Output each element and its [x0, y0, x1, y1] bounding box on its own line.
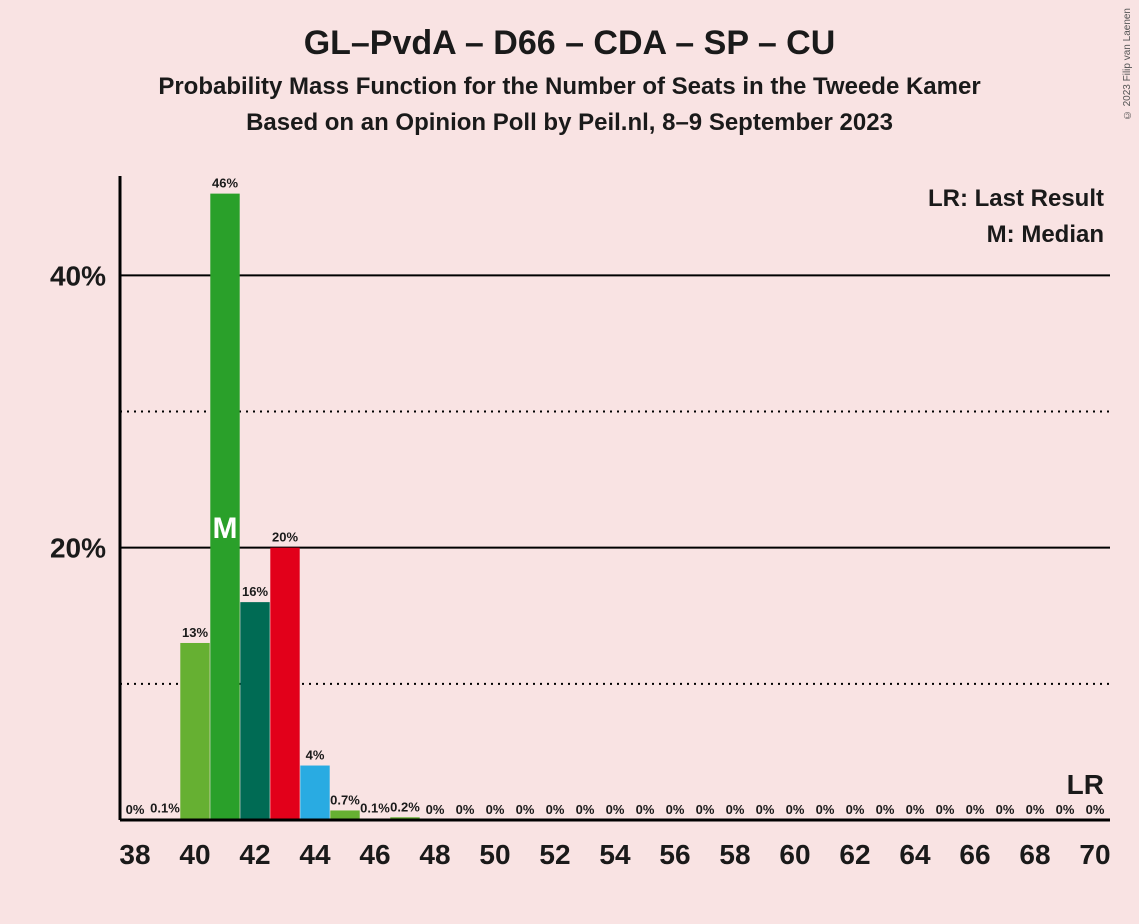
bar-value-label: 0% — [486, 802, 505, 817]
bar-value-label: 0% — [636, 802, 655, 817]
ytick-label: 20% — [50, 533, 106, 564]
xtick-label: 44 — [299, 839, 331, 870]
title-sub1: Probability Mass Function for the Number… — [0, 73, 1139, 101]
bar-value-label: 0% — [816, 802, 835, 817]
bar-value-label: 0.2% — [390, 799, 420, 814]
xtick-label: 50 — [479, 839, 510, 870]
copyright-text: © 2023 Filip van Laenen — [1122, 8, 1133, 120]
bar — [180, 643, 209, 820]
bar — [300, 766, 329, 820]
bar-value-label: 13% — [182, 625, 208, 640]
lr-marker: LR — [1067, 769, 1104, 800]
xtick-label: 42 — [239, 839, 270, 870]
bar-value-label: 0% — [756, 802, 775, 817]
bar-value-label: 46% — [212, 176, 238, 191]
bar-value-label: 20% — [272, 530, 298, 545]
bar-value-label: 0% — [1056, 802, 1075, 817]
chart-titles: GL–PvdA – D66 – CDA – SP – CU Probabilit… — [0, 0, 1139, 137]
legend-m: M: Median — [987, 221, 1104, 248]
bar-value-label: 0.1% — [360, 801, 390, 816]
bar-value-label: 0% — [666, 802, 685, 817]
xtick-label: 66 — [959, 839, 990, 870]
legend-lr: LR: Last Result — [928, 185, 1104, 212]
bar-value-label: 0% — [786, 802, 805, 817]
ytick-label: 40% — [50, 260, 106, 291]
bar — [240, 602, 269, 820]
bar-value-label: 16% — [242, 584, 268, 599]
bar — [270, 548, 299, 820]
bar-value-label: 0% — [936, 802, 955, 817]
xtick-label: 48 — [419, 839, 450, 870]
bar-value-label: 0% — [606, 802, 625, 817]
pmf-chart: 20%40%0%0.1%13%46%M16%20%4%0.7%0.1%0.2%0… — [40, 170, 1120, 890]
xtick-label: 52 — [539, 839, 570, 870]
bar-value-label: 4% — [306, 748, 325, 763]
bar-value-label: 0% — [846, 802, 865, 817]
bar-value-label: 0% — [1026, 802, 1045, 817]
bar-value-label: 0% — [516, 802, 535, 817]
xtick-label: 62 — [839, 839, 870, 870]
bar-value-label: 0% — [576, 802, 595, 817]
bar-value-label: 0% — [426, 802, 445, 817]
xtick-label: 56 — [659, 839, 690, 870]
bar-value-label: 0.1% — [150, 801, 180, 816]
xtick-label: 46 — [359, 839, 390, 870]
xtick-label: 64 — [899, 839, 931, 870]
xtick-label: 40 — [179, 839, 210, 870]
bar-value-label: 0% — [1086, 802, 1105, 817]
title-sub2: Based on an Opinion Poll by Peil.nl, 8–9… — [0, 109, 1139, 137]
bar-value-label: 0% — [126, 802, 145, 817]
bar-value-label: 0% — [456, 802, 475, 817]
xtick-label: 58 — [719, 839, 750, 870]
xtick-label: 54 — [599, 839, 631, 870]
bar-value-label: 0% — [726, 802, 745, 817]
xtick-label: 60 — [779, 839, 810, 870]
bar-value-label: 0% — [906, 802, 925, 817]
bar-value-label: 0% — [966, 802, 985, 817]
bar-value-label: 0.7% — [330, 792, 360, 807]
chart-svg: 20%40%0%0.1%13%46%M16%20%4%0.7%0.1%0.2%0… — [40, 170, 1120, 890]
xtick-label: 38 — [119, 839, 150, 870]
bar — [210, 194, 239, 820]
median-marker: M — [213, 512, 238, 545]
bar-value-label: 0% — [876, 802, 895, 817]
xtick-label: 70 — [1079, 839, 1110, 870]
bar-value-label: 0% — [996, 802, 1015, 817]
xtick-label: 68 — [1019, 839, 1050, 870]
title-main: GL–PvdA – D66 – CDA – SP – CU — [0, 24, 1139, 63]
bar-value-label: 0% — [546, 802, 565, 817]
bar-value-label: 0% — [696, 802, 715, 817]
